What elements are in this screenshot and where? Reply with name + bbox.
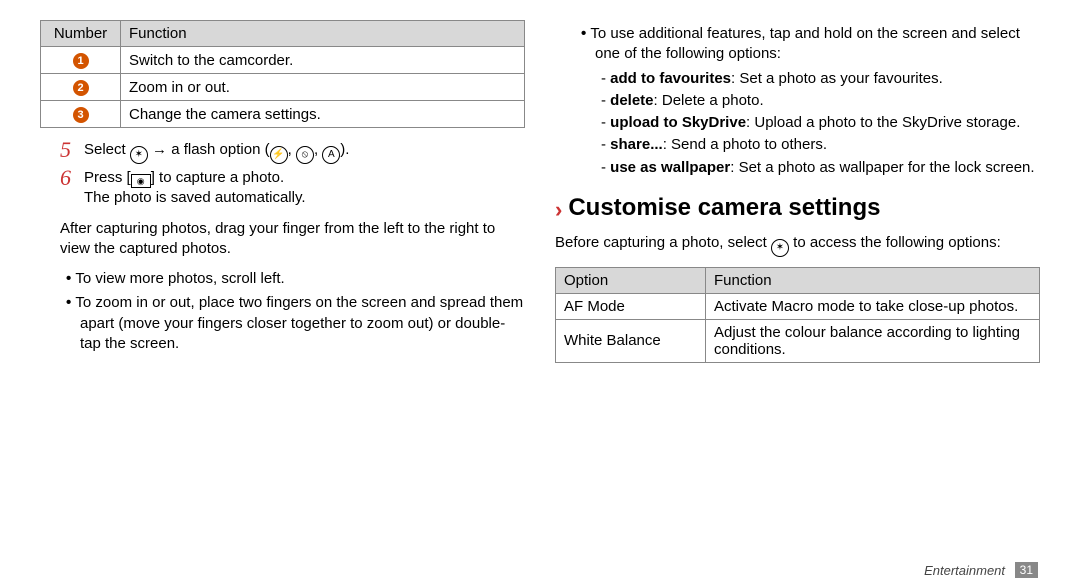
table-header-row: Number Function xyxy=(41,21,525,47)
text: Before capturing a photo, select xyxy=(555,234,771,251)
section-heading: ›Customise camera settings xyxy=(555,194,1040,223)
step-number: 5 xyxy=(60,140,74,164)
circled-number-icon: 3 xyxy=(73,107,89,123)
right-column: To use additional features, tap and hold… xyxy=(555,20,1040,550)
step-body: Select ✶ → a flash option (⚡, ⦸, A). xyxy=(84,140,525,164)
step-5: 5 Select ✶ → a flash option (⚡, ⦸, A). xyxy=(60,140,525,164)
table-row: White Balance Adjust the colour balance … xyxy=(556,319,1040,362)
before-capture-paragraph: Before capturing a photo, select ✶ to ac… xyxy=(555,233,1040,257)
text: : Send a photo to others. xyxy=(663,136,827,153)
circled-number-icon: 2 xyxy=(73,80,89,96)
text: : Set a photo as your favourites. xyxy=(731,70,943,87)
fn-cell: Activate Macro mode to take close-up pho… xyxy=(706,293,1040,319)
option-cell: AF Mode xyxy=(556,293,706,319)
fn-cell: Adjust the colour balance according to l… xyxy=(706,319,1040,362)
text: : Set a photo as wallpaper for the lock … xyxy=(730,159,1034,176)
text: The photo is saved automatically. xyxy=(84,189,306,206)
heading-text: Customise camera settings xyxy=(568,194,880,221)
text: , xyxy=(314,141,322,158)
bold-term: upload to SkyDrive xyxy=(610,114,746,131)
page-footer: Entertainment 31 xyxy=(924,562,1038,578)
chevron-icon: › xyxy=(555,197,562,222)
header-option: Option xyxy=(556,267,706,293)
left-column: Number Function 1 Switch to the camcorde… xyxy=(40,20,525,550)
bullet-view-more: To view more photos, scroll left. xyxy=(80,269,525,289)
bullet-zoom: To zoom in or out, place two fingers on … xyxy=(80,293,525,354)
settings-icon: ✶ xyxy=(771,239,789,257)
text: to access the following options: xyxy=(789,234,1001,251)
header-function: Function xyxy=(121,21,525,47)
text: → a flash option ( xyxy=(148,141,270,158)
after-capture-paragraph: After capturing photos, drag your finger… xyxy=(60,219,525,260)
header-function: Function xyxy=(706,267,1040,293)
text: : Upload a photo to the SkyDrive storage… xyxy=(746,114,1020,131)
table-row: 1 Switch to the camcorder. xyxy=(41,47,525,74)
flash-on-icon: ⚡ xyxy=(270,146,288,164)
flash-off-icon: ⦸ xyxy=(296,146,314,164)
options-table: Option Function AF Mode Activate Macro m… xyxy=(555,267,1040,363)
sub-bullet: delete: Delete a photo. xyxy=(613,91,1040,111)
sub-bullet: upload to SkyDrive: Upload a photo to th… xyxy=(613,113,1040,133)
text: , xyxy=(288,141,296,158)
camera-button-icon: ◉ xyxy=(131,174,151,188)
fn-cell: Switch to the camcorder. xyxy=(121,47,525,74)
table-row: AF Mode Activate Macro mode to take clos… xyxy=(556,293,1040,319)
step-body: Press [◉] to capture a photo. The photo … xyxy=(84,168,525,209)
table-row: 2 Zoom in or out. xyxy=(41,74,525,101)
fn-cell: Change the camera settings. xyxy=(121,101,525,128)
text: ] to capture a photo. xyxy=(151,169,284,186)
page-number: 31 xyxy=(1015,562,1038,578)
bold-term: add to favourites xyxy=(610,70,731,87)
step-6: 6 Press [◉] to capture a photo. The phot… xyxy=(60,168,525,209)
circled-number-icon: 1 xyxy=(73,53,89,69)
table-row: 3 Change the camera settings. xyxy=(41,101,525,128)
fn-cell: Zoom in or out. xyxy=(121,74,525,101)
text: Press [ xyxy=(84,169,131,186)
bullet-additional-features: To use additional features, tap and hold… xyxy=(595,24,1040,65)
number-function-table: Number Function 1 Switch to the camcorde… xyxy=(40,20,525,128)
footer-section: Entertainment xyxy=(924,563,1005,578)
flash-auto-icon: A xyxy=(322,146,340,164)
sub-bullet: use as wallpaper: Set a photo as wallpap… xyxy=(613,158,1040,178)
sub-bullet: share...: Send a photo to others. xyxy=(613,135,1040,155)
settings-icon: ✶ xyxy=(130,146,148,164)
header-number: Number xyxy=(41,21,121,47)
sub-bullet: add to favourites: Set a photo as your f… xyxy=(613,69,1040,89)
text: : Delete a photo. xyxy=(654,92,764,109)
text: ). xyxy=(340,141,349,158)
step-number: 6 xyxy=(60,168,74,209)
page: Number Function 1 Switch to the camcorde… xyxy=(0,0,1080,560)
bold-term: use as wallpaper xyxy=(610,159,730,176)
table-header-row: Option Function xyxy=(556,267,1040,293)
bold-term: share... xyxy=(610,136,663,153)
option-cell: White Balance xyxy=(556,319,706,362)
bold-term: delete xyxy=(610,92,653,109)
text: Select xyxy=(84,141,130,158)
